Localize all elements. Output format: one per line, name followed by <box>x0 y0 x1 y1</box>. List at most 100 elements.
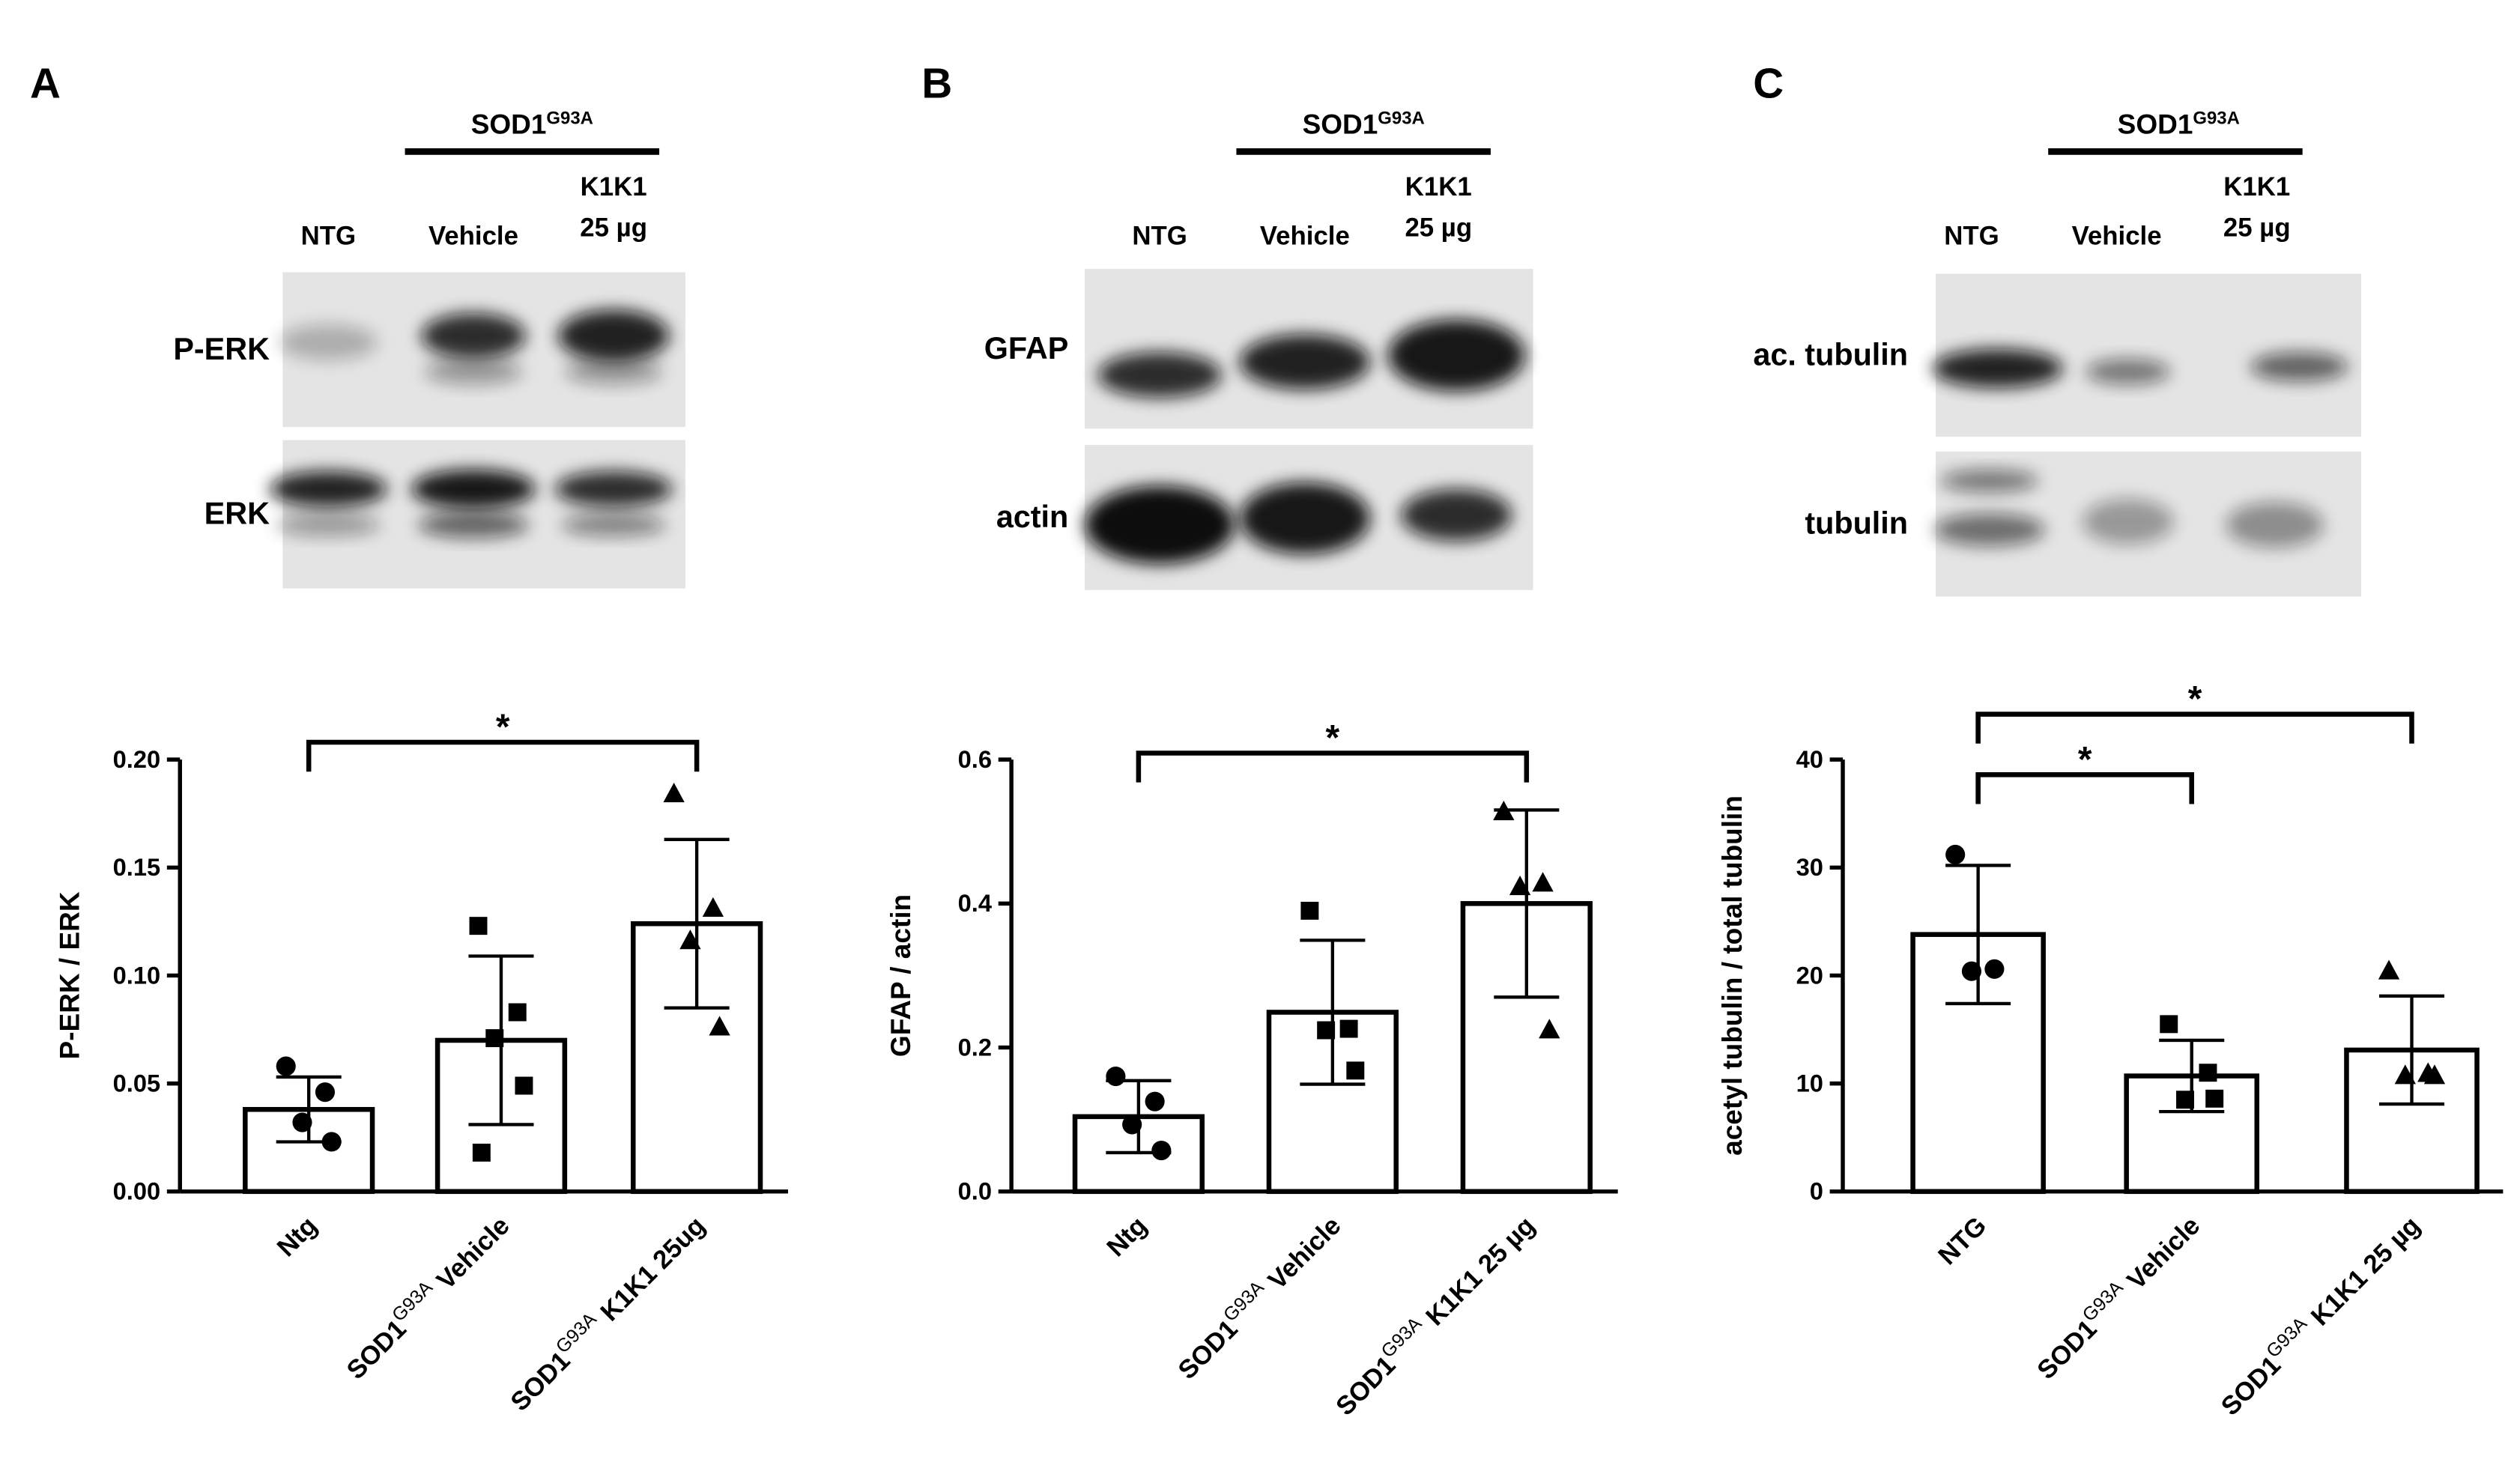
lane-label: NTG <box>1944 221 1999 250</box>
data-point <box>2394 1064 2416 1085</box>
blot-header: SOD1G93A <box>2118 108 2240 139</box>
significance-bracket <box>1136 750 1530 783</box>
error-bar <box>1300 938 1366 1086</box>
significance-label: * <box>2188 679 2202 719</box>
significance-label: * <box>2078 740 2092 780</box>
blot-band <box>2082 498 2174 545</box>
data-point <box>1539 1019 1560 1039</box>
data-point <box>2378 959 2400 980</box>
lane-label: K1K1 <box>2223 172 2290 201</box>
lane-label: Vehicle <box>428 221 518 250</box>
lane-label: 25 µg <box>1405 213 1472 243</box>
blot-row-label: actin <box>996 500 1068 534</box>
lane-label: K1K1 <box>1405 172 1472 201</box>
blot-band <box>1401 488 1512 542</box>
data-point <box>1151 1140 1172 1161</box>
blot-band <box>558 309 670 363</box>
blot-band <box>1097 352 1222 398</box>
blot-band <box>276 513 381 536</box>
blot-band <box>2226 502 2324 548</box>
y-tick-label: 20 <box>1796 961 1823 989</box>
data-point <box>1509 876 1531 896</box>
significance-label: * <box>1326 718 1340 758</box>
data-point <box>2205 1089 2224 1108</box>
lane-label: 25 µg <box>580 213 647 243</box>
blot-row-label: GFAP <box>984 331 1069 366</box>
significance-bracket <box>306 739 700 772</box>
lane-label: K1K1 <box>581 172 647 201</box>
header-sup: G93A <box>546 108 593 128</box>
blot-band <box>424 358 523 385</box>
lane-label: Vehicle <box>2072 221 2162 250</box>
data-point <box>2199 1064 2217 1082</box>
data-point <box>1317 1021 1336 1040</box>
data-point <box>508 1003 527 1022</box>
y-tick-label: 10 <box>1796 1070 1823 1097</box>
data-point <box>276 1056 296 1076</box>
blot-row-label: P-ERK <box>173 332 270 366</box>
data-point <box>469 917 488 935</box>
y-tick-label: 0.4 <box>958 889 992 917</box>
blot-band <box>2086 358 2171 385</box>
error-bar <box>2378 994 2445 1106</box>
lane-label: Vehicle <box>1260 221 1350 250</box>
lane-label: NTG <box>1132 221 1187 250</box>
blot-band <box>421 312 526 359</box>
y-tick-label: 0.20 <box>113 745 161 773</box>
data-point <box>472 1143 491 1162</box>
lane-label: 25 µg <box>2223 213 2291 243</box>
header-base: SOD1 <box>2118 109 2193 139</box>
data-point <box>1145 1091 1165 1111</box>
data-point <box>1984 959 2005 979</box>
significance-bracket <box>1975 772 2194 804</box>
data-point <box>1532 872 1554 892</box>
data-point <box>1106 1066 1126 1087</box>
blot-band <box>411 469 536 509</box>
y-axis-label: GFAP / actin <box>885 894 916 1057</box>
data-point <box>2160 1015 2178 1034</box>
y-tick-label: 0.10 <box>113 961 161 989</box>
data-point <box>1961 961 1981 981</box>
data-point <box>1339 1019 1358 1038</box>
panel-letter: B <box>921 60 952 107</box>
y-tick-label: 0.0 <box>958 1177 992 1205</box>
blot-band <box>564 358 663 385</box>
bar <box>1910 932 2046 1195</box>
blot-band <box>1932 348 2063 388</box>
y-axis-label: acetyl tubulin / total tubulin <box>1717 795 1748 1156</box>
header-sup: G93A <box>2193 108 2240 128</box>
lane-label: NTG <box>301 221 356 250</box>
data-point <box>2423 1064 2446 1085</box>
data-point <box>515 1076 533 1095</box>
data-point <box>663 783 685 803</box>
data-point <box>1346 1061 1365 1080</box>
data-point <box>292 1112 312 1132</box>
blot-header: SOD1G93A <box>1303 108 1425 139</box>
header-sup: G93A <box>1378 108 1425 128</box>
blot-header: SOD1G93A <box>471 108 593 139</box>
blot-band <box>1933 513 2045 547</box>
y-tick-label: 0.15 <box>113 853 161 881</box>
y-tick-label: 0.00 <box>113 1177 161 1205</box>
y-tick-label: 40 <box>1796 745 1823 773</box>
y-tick-label: 0 <box>1810 1177 1823 1205</box>
data-point <box>485 1029 504 1048</box>
data-point <box>1300 901 1319 920</box>
data-point <box>1945 844 1966 865</box>
data-point <box>321 1132 342 1152</box>
blot-band <box>1940 469 2039 493</box>
blot-band <box>1239 334 1370 390</box>
y-tick-label: 0.2 <box>958 1033 992 1061</box>
blot-band <box>2250 352 2348 382</box>
blot-band <box>554 470 673 507</box>
data-point <box>1122 1114 1142 1135</box>
blot-band <box>1387 319 1525 392</box>
y-tick-label: 0.6 <box>958 745 992 773</box>
data-point <box>702 897 724 917</box>
blot-row-label: ac. tubulin <box>1753 337 1908 371</box>
blot-band <box>1239 482 1370 554</box>
blot-band <box>561 513 666 536</box>
header-base: SOD1 <box>471 109 547 139</box>
